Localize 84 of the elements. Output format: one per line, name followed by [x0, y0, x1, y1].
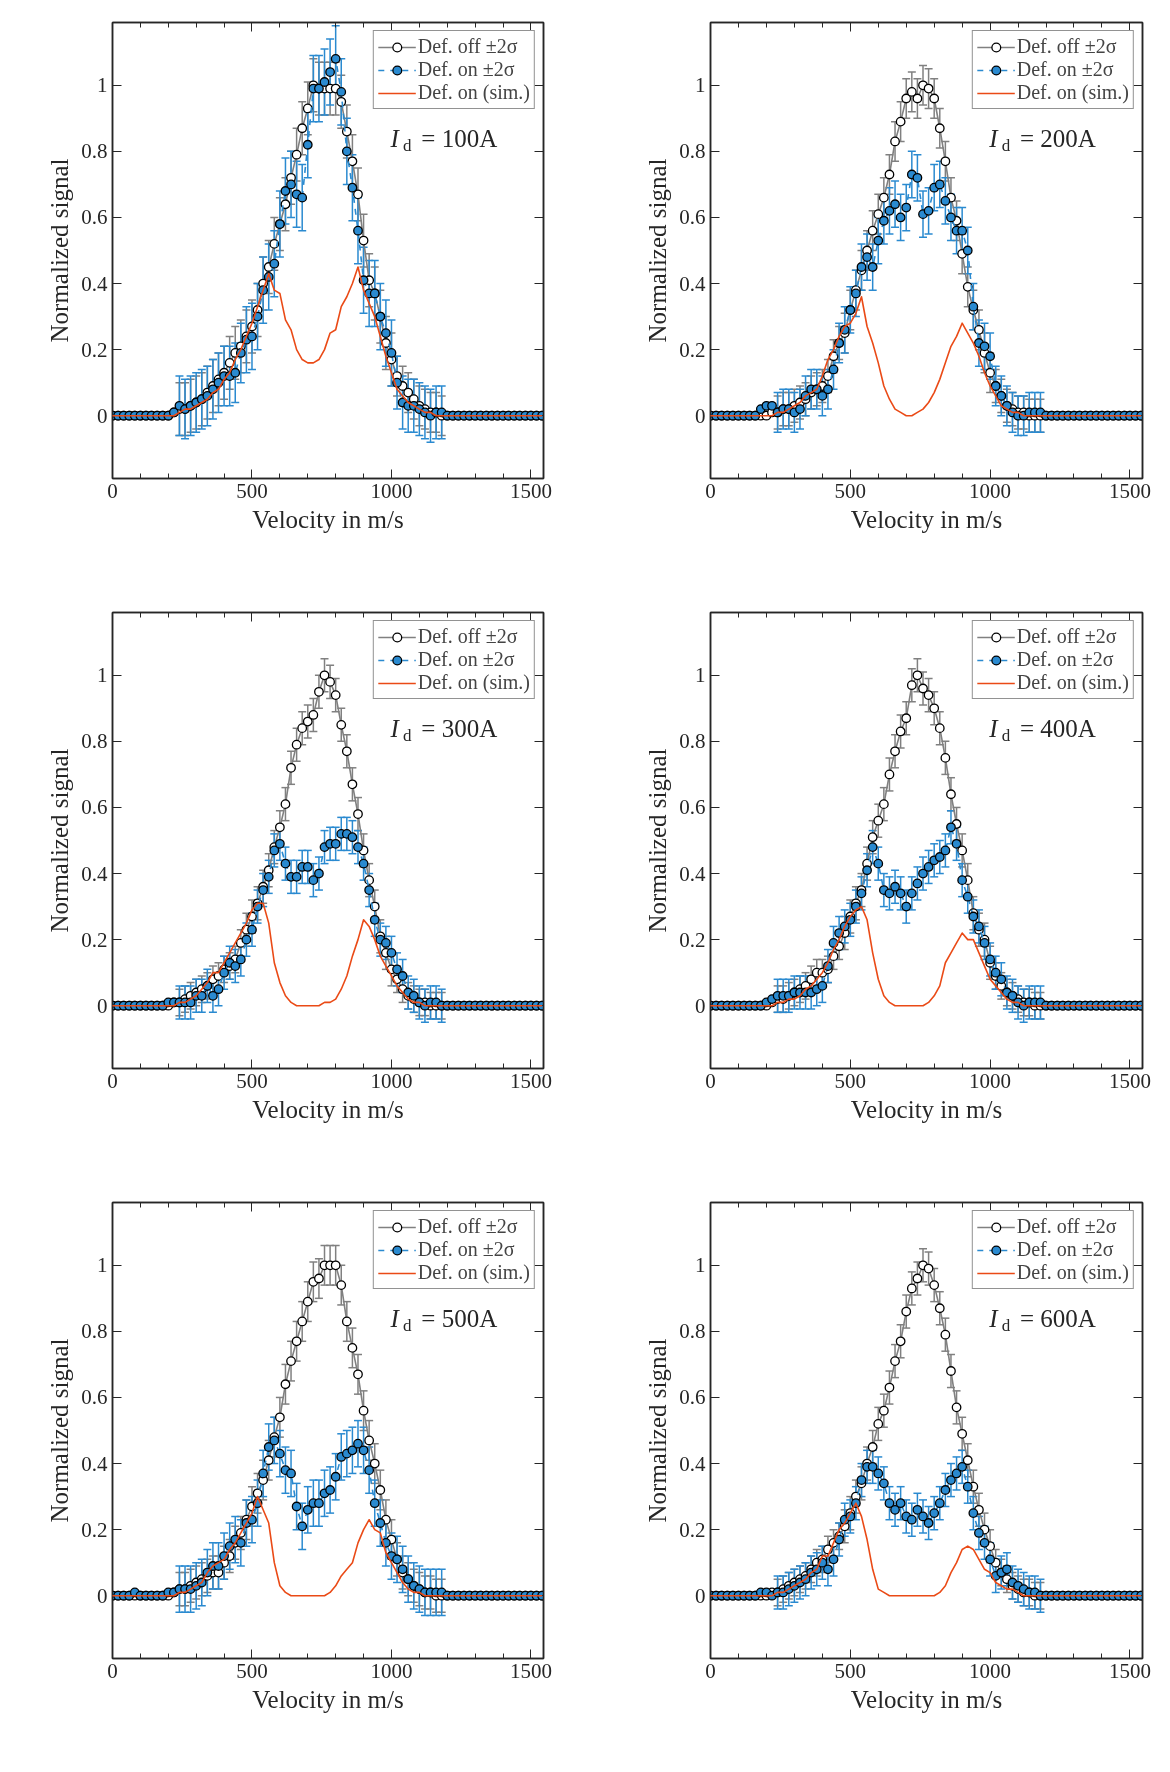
- y-tick-label: 0.8: [679, 139, 706, 164]
- legend-label: Def. on (sim.): [1016, 671, 1129, 694]
- y-tick-label: 1: [97, 663, 108, 688]
- y-tick-label: 0.6: [679, 795, 706, 820]
- y-tick-label: 0.4: [81, 1451, 108, 1476]
- y-tick-label: 0.2: [81, 1517, 108, 1542]
- x-axis-title: Velocity in m/s: [850, 1095, 1003, 1123]
- y-tick-label: 1: [97, 1253, 108, 1278]
- y-tick-label: 0.8: [679, 729, 706, 754]
- legend-label: Def. on (sim.): [1016, 81, 1129, 104]
- x-tick-label: 1000: [370, 1658, 413, 1683]
- y-tick-label: 0.8: [81, 1319, 108, 1344]
- legend-label: Def. on (sim.): [417, 671, 530, 694]
- y-tick-label: 0: [97, 1583, 108, 1608]
- y-tick-label: 0.4: [81, 861, 108, 886]
- legend-label: Def. on ±2σ: [417, 1238, 515, 1261]
- legend-label: Def. off ±2σ: [1016, 35, 1117, 58]
- y-tick-label: 0: [97, 403, 108, 428]
- y-axis-title: Normalized signal: [644, 748, 672, 933]
- y-tick-label: 0: [695, 403, 706, 428]
- y-tick-label: 0.2: [81, 337, 108, 362]
- y-tick-label: 1: [97, 73, 108, 98]
- y-axis-title: Normalized signal: [644, 1338, 672, 1523]
- y-axis-title: Normalized signal: [46, 748, 74, 933]
- x-tick-label: 1000: [969, 1658, 1012, 1683]
- y-tick-label: 0.2: [679, 1517, 706, 1542]
- legend-label: Def. off ±2σ: [417, 625, 518, 648]
- y-tick-label: 0.4: [81, 271, 108, 296]
- legend-label: Def. on ±2σ: [1016, 648, 1114, 671]
- x-axis-title: Velocity in m/s: [252, 505, 404, 533]
- y-tick-label: 1: [695, 663, 706, 688]
- y-tick-label: 0.2: [81, 927, 108, 952]
- y-tick-label: 0.4: [679, 861, 706, 886]
- x-tick-label: 1500: [509, 1658, 552, 1683]
- x-tick-label: 1500: [1108, 1658, 1151, 1683]
- y-tick-label: 0.2: [679, 927, 706, 952]
- y-tick-label: 0: [695, 1583, 706, 1608]
- y-tick-label: 0.4: [679, 271, 706, 296]
- legend-label: Def. off ±2σ: [417, 1215, 518, 1238]
- x-tick-label: 1500: [1108, 1068, 1151, 1093]
- legend-label: Def. on (sim.): [417, 81, 530, 104]
- y-tick-label: 0: [695, 993, 706, 1018]
- x-tick-label: 1000: [370, 478, 413, 503]
- x-axis-title: Velocity in m/s: [252, 1095, 404, 1123]
- y-tick-label: 0.6: [679, 1385, 706, 1410]
- y-tick-label: 0.2: [679, 337, 706, 362]
- y-tick-label: 1: [695, 1253, 706, 1278]
- x-tick-label: 1000: [370, 1068, 413, 1093]
- legend-label: Def. on ±2σ: [417, 648, 515, 671]
- y-tick-label: 1: [695, 73, 706, 98]
- x-tick-label: 500: [834, 1068, 867, 1093]
- x-tick-label: 1000: [969, 478, 1012, 503]
- legend-label: Def. off ±2σ: [417, 35, 518, 58]
- legend-label: Def. on ±2σ: [1016, 1238, 1114, 1261]
- legend-label: Def. off ±2σ: [1016, 1215, 1117, 1238]
- x-tick-label: 500: [236, 1658, 268, 1683]
- y-tick-label: 0.4: [679, 1451, 706, 1476]
- x-axis-title: Velocity in m/s: [850, 1685, 1003, 1713]
- y-axis-title: Normalized signal: [644, 158, 672, 343]
- x-tick-label: 500: [834, 1658, 867, 1683]
- y-tick-label: 0.8: [679, 1319, 706, 1344]
- y-tick-label: 0.6: [81, 205, 108, 230]
- x-tick-label: 500: [834, 478, 867, 503]
- y-tick-label: 0.6: [81, 795, 108, 820]
- x-tick-label: 500: [236, 478, 268, 503]
- y-axis-title: Normalized signal: [46, 1338, 74, 1523]
- legend-label: Def. on ±2σ: [1016, 58, 1114, 81]
- x-tick-label: 1500: [509, 1068, 552, 1093]
- y-tick-label: 0.8: [81, 139, 108, 164]
- x-axis-title: Velocity in m/s: [252, 1685, 404, 1713]
- x-tick-label: 500: [236, 1068, 268, 1093]
- y-tick-label: 0.6: [679, 205, 706, 230]
- y-tick-label: 0.8: [81, 729, 108, 754]
- y-tick-label: 0: [97, 993, 108, 1018]
- x-axis-title: Velocity in m/s: [850, 505, 1003, 533]
- legend-label: Def. on (sim.): [1016, 1261, 1129, 1284]
- x-tick-label: 1000: [969, 1068, 1012, 1093]
- y-tick-label: 0.6: [81, 1385, 108, 1410]
- x-tick-label: 1500: [1108, 478, 1151, 503]
- legend-label: Def. on (sim.): [417, 1261, 530, 1284]
- legend-label: Def. off ±2σ: [1016, 625, 1117, 648]
- y-axis-title: Normalized signal: [46, 158, 74, 343]
- legend-label: Def. on ±2σ: [417, 58, 515, 81]
- x-tick-label: 1500: [509, 478, 552, 503]
